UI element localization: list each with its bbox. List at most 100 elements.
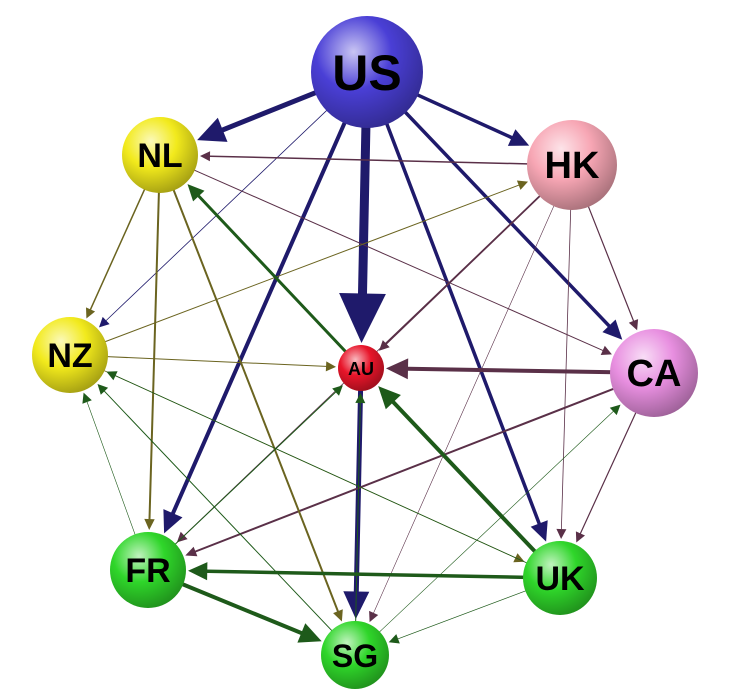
edge-us-to-fr <box>163 116 349 534</box>
node-circle <box>311 16 423 128</box>
edge-nl-to-ca <box>190 168 612 355</box>
node-circle <box>122 117 198 193</box>
edge-line <box>197 194 349 355</box>
arrowhead <box>185 546 198 557</box>
arrowhead <box>575 531 585 543</box>
edge-line <box>89 185 147 311</box>
edge-ca-to-au <box>386 358 617 380</box>
edge-ca-to-uk <box>575 408 639 543</box>
node-circle <box>321 621 389 689</box>
node-circle <box>110 532 186 608</box>
edge-line <box>115 375 531 565</box>
edge-line <box>400 106 611 328</box>
edge-fr-to-nz <box>82 392 137 539</box>
edge-hk-to-ca <box>586 202 639 331</box>
node-label: UK <box>535 560 585 598</box>
edge-sg-to-ca <box>376 404 621 635</box>
edge-us-to-au <box>339 117 386 343</box>
arrowhead <box>379 340 390 351</box>
node-fr: FR <box>110 532 186 608</box>
edge-line <box>172 391 337 547</box>
edge-line <box>101 184 520 344</box>
edge-nz-to-au <box>103 356 336 372</box>
edge-nz-to-hk <box>101 180 528 344</box>
edge-line <box>355 402 361 625</box>
arrowhead <box>99 316 110 328</box>
arrowhead <box>600 345 612 355</box>
arrowhead <box>513 553 525 563</box>
edge-hk-to-uk <box>556 205 572 539</box>
edge-us-to-ca <box>400 106 623 340</box>
arrowhead <box>530 520 548 542</box>
arrowhead <box>197 117 228 142</box>
edge-line <box>397 589 530 640</box>
edge-uk-to-sg <box>388 589 530 644</box>
edge-uk-to-fr <box>188 562 529 581</box>
edge-us-to-hk <box>411 91 530 146</box>
edge-line <box>194 386 619 553</box>
node-uk: UK <box>523 541 597 615</box>
arrowhead <box>97 384 109 395</box>
node-label: AU <box>348 359 374 379</box>
edge-line <box>205 569 529 580</box>
arrowhead <box>106 371 118 381</box>
arrowhead <box>388 634 400 644</box>
node-sg: SG <box>321 621 389 689</box>
arrowhead <box>187 184 205 202</box>
edge-line <box>148 188 160 520</box>
edge-line <box>105 106 331 321</box>
edge-fr-to-au <box>172 385 343 547</box>
edge-line <box>411 91 514 140</box>
arrowhead <box>516 180 528 190</box>
node-nz: NZ <box>32 317 108 393</box>
edge-line <box>220 88 323 133</box>
node-us: US <box>311 16 423 128</box>
arrowhead <box>332 385 343 396</box>
arrowhead <box>200 151 211 162</box>
edge-line <box>103 356 327 367</box>
node-label: FR <box>125 552 170 590</box>
arrowhead <box>369 610 379 623</box>
arrowhead <box>602 319 623 340</box>
arrowhead <box>355 393 366 404</box>
edge-line <box>561 205 572 530</box>
edge-line <box>177 581 304 635</box>
node-circle <box>527 120 617 210</box>
edge-uk-to-nz <box>106 371 531 565</box>
edge-sg-to-au <box>355 393 366 625</box>
edge-nl-to-sg <box>171 185 343 622</box>
node-label: SG <box>332 638 378 674</box>
arrowhead <box>325 361 336 372</box>
edge-ca-to-fr <box>185 386 619 557</box>
edge-line <box>586 202 635 322</box>
edge-line <box>358 117 371 298</box>
edge-line <box>190 168 604 351</box>
arrowhead <box>339 293 386 343</box>
edge-line <box>86 401 137 539</box>
edge-us-to-nz <box>99 106 331 328</box>
edge-line <box>103 390 335 634</box>
arrowhead <box>86 307 96 319</box>
node-ca: CA <box>610 329 698 417</box>
arrowhead <box>628 319 639 331</box>
node-layer: US NL HK NZ AU CA FR UK SG <box>32 16 698 689</box>
node-circle <box>523 541 597 615</box>
arrowhead <box>188 562 208 581</box>
node-au: AU <box>338 345 384 391</box>
edge-line <box>376 411 614 635</box>
edge-line <box>579 408 639 535</box>
edge-us-to-uk <box>383 117 548 542</box>
arrowhead <box>386 358 409 380</box>
edge-line <box>209 155 533 165</box>
arrowhead <box>609 404 621 416</box>
arrowhead <box>378 386 401 410</box>
node-label: CA <box>627 353 682 395</box>
edge-line <box>373 201 556 614</box>
edge-fr-to-sg <box>177 581 322 643</box>
edge-nl-to-fr <box>144 188 160 530</box>
node-label: NL <box>137 137 182 175</box>
edge-uk-to-au <box>378 386 540 556</box>
arrowhead <box>333 609 343 622</box>
node-nl: NL <box>122 117 198 193</box>
